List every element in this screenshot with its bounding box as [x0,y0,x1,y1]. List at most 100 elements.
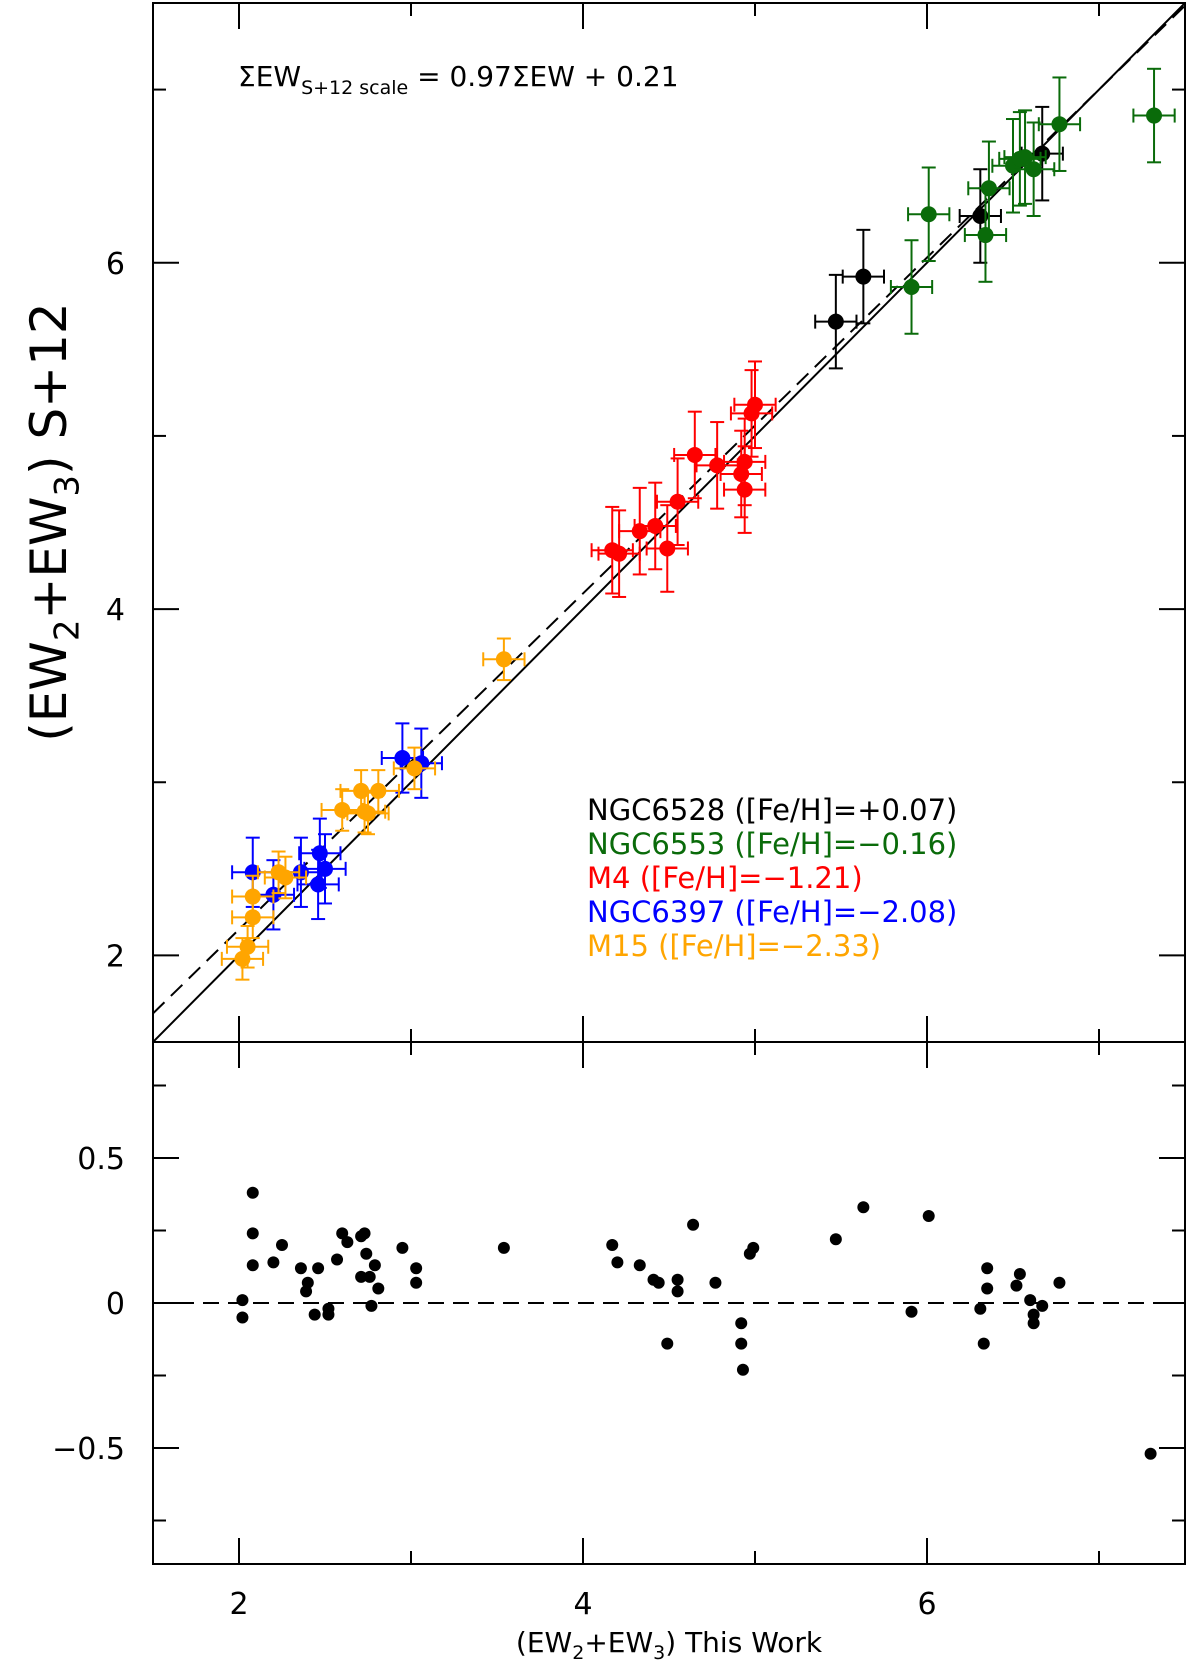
x-axis-label-part: ) This Work [665,1626,823,1659]
y-axis-label: (EW2+EW3) S+12 [20,302,88,741]
residual-point [331,1253,344,1266]
data-point [1017,149,1034,166]
legend-entry: M4 ([Fe/H]=−1.21) [587,861,863,895]
residual-point [300,1285,313,1298]
data-point [334,801,351,818]
residual-point [671,1285,684,1298]
data-point [747,396,763,413]
data-point [394,750,411,767]
residual-point [1144,1447,1157,1460]
x-axis-label-part: +EW [584,1626,653,1659]
data-point [669,493,686,510]
residual-point [857,1201,870,1214]
plot-area [153,3,1185,1042]
residual-point [410,1262,423,1275]
residual-point [1036,1299,1049,1312]
residual-point [246,1186,259,1199]
data-point [495,651,512,668]
residual-point [312,1262,325,1275]
residual-point [1027,1308,1040,1321]
legend-entry: NGC6553 ([Fe/H]=−0.16) [587,827,957,861]
residual-point [322,1308,335,1321]
y-tick-label: −0.5 [52,1432,125,1467]
data-point [370,782,387,799]
residual-point [709,1276,722,1289]
x-tick-label: 2 [229,1587,248,1622]
legend-entry: NGC6528 ([Fe/H]=+0.07) [587,793,957,827]
y-tick-label: 0 [106,1287,125,1322]
annotation-sub: S+12 scale [301,77,408,99]
residual-point [1027,1317,1040,1330]
y-tick-label: 6 [106,247,125,282]
data-point [709,457,726,474]
data-point [1146,107,1163,124]
residual-point [363,1270,376,1283]
data-point [647,517,664,534]
residual-point [974,1302,987,1315]
residual-point [735,1337,748,1350]
legend-entry: NGC6397 ([Fe/H]=−2.08) [587,895,957,929]
data-point [827,313,844,330]
residual-point [687,1218,700,1231]
data-point [406,760,423,777]
residual-point [736,1363,749,1376]
x-axis-label-sub: 3 [653,1642,665,1663]
data-point [972,207,989,224]
x-tick-label: 4 [573,1587,592,1622]
data-point [736,481,753,498]
residual-point [360,1247,373,1260]
residual-point [246,1227,259,1240]
residual-point [368,1259,381,1272]
residual-point [355,1270,368,1283]
legend-entry: M15 ([Fe/H]=−2.33) [587,929,881,963]
data-point [310,876,327,893]
residual-point [611,1256,624,1269]
residual-point [497,1241,510,1254]
residual-point [1010,1279,1023,1292]
residual-point [267,1256,280,1269]
residual-point [246,1259,259,1272]
data-point [1051,116,1068,133]
data-point [611,545,628,562]
residual-point [905,1305,918,1318]
data-point [920,206,937,223]
residual-point [236,1311,249,1324]
y-tick-label: 0.5 [77,1142,125,1177]
residual-point [661,1337,674,1350]
y-axis-label-sub: 2 [48,620,88,642]
data-point [977,227,994,244]
data-point [317,860,333,877]
residual-point [358,1227,371,1240]
data-point [659,540,676,557]
data-point [903,278,920,295]
y-axis-label-sub: 3 [48,475,88,497]
data-point [311,845,328,862]
y-tick-label: 4 [106,593,125,628]
residual-point [1053,1276,1066,1289]
residual-point [981,1262,994,1275]
data-point [360,805,376,822]
residual-point [236,1294,249,1307]
x-axis-label-part: (EW [516,1626,572,1659]
x-axis-label: (EW2+EW3) This Work [516,1626,823,1663]
residual-point [308,1308,321,1321]
residual-point [365,1299,378,1312]
data-point [234,950,251,967]
x-tick-label: 6 [917,1587,936,1622]
y-axis-label-part: +EW [20,497,78,620]
residual-point [829,1233,842,1246]
residual-point [633,1259,646,1272]
data-point [855,268,872,285]
residual-point [294,1262,307,1275]
data-point [277,869,294,886]
residual-point [1013,1268,1026,1280]
residual-point [410,1276,423,1289]
residual-point [396,1241,409,1254]
residual-point [336,1227,349,1240]
data-point [239,938,256,955]
y-axis-label-part: ) S+12 [20,302,78,475]
residual-point [747,1241,760,1254]
residual-point [977,1337,990,1350]
annotation: ΣEWS+12 scale = 0.97ΣEW + 0.21 [238,60,679,99]
